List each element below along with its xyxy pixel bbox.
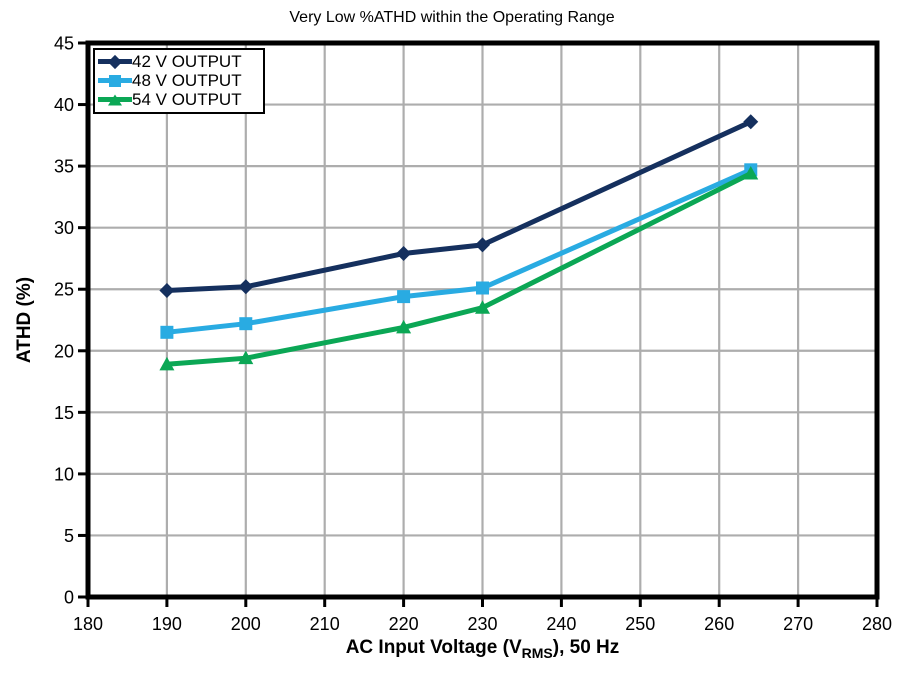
y-tick-label: 40 [54, 95, 74, 115]
diamond-data-marker [743, 114, 759, 130]
y-tick-label: 30 [54, 218, 74, 238]
x-tick-label: 210 [310, 614, 340, 634]
series-line-48-v-output [166, 167, 752, 335]
x-tick-label: 190 [152, 614, 182, 634]
x-tick-label: 200 [231, 614, 261, 634]
triangle-data-marker [743, 165, 759, 180]
x-axis-title-suffix: ), 50 Hz [552, 637, 620, 658]
y-tick-label: 10 [54, 464, 74, 484]
legend-item-42v-output: 42 V OUTPUT [98, 52, 260, 71]
square-data-marker [239, 317, 253, 331]
triangle-marker-icon [98, 92, 132, 107]
y-tick-label: 20 [54, 341, 74, 361]
y-tick-label: 0 [64, 588, 74, 608]
triangle-marker-glyph [108, 94, 122, 105]
diamond-data-marker [238, 279, 254, 295]
legend-item-54v-output: 54 V OUTPUT [98, 90, 260, 109]
diamond-marker-glyph [107, 54, 123, 69]
y-tick-label: 45 [54, 34, 74, 54]
series-line-54-v-output [166, 171, 752, 367]
y-tick-label: 5 [64, 526, 74, 546]
square-marker-icon [98, 73, 132, 88]
legend-label-54v: 54 V OUTPUT [132, 89, 242, 109]
x-tick-label: 180 [73, 614, 103, 634]
x-tick-label: 250 [625, 614, 655, 634]
legend-label-42v: 42 V OUTPUT [132, 51, 242, 71]
x-tick-label: 260 [704, 614, 734, 634]
triangle-data-marker [159, 356, 175, 371]
x-tick-label: 230 [467, 614, 497, 634]
x-axis-title-prefix: AC Input Voltage (V [345, 637, 522, 658]
diamond-data-marker [159, 282, 175, 298]
diamond-marker-icon [98, 54, 132, 69]
chart-title: Very Low %ATHD within the Operating Rang… [289, 9, 615, 26]
square-data-marker [476, 281, 489, 295]
x-tick-label: 270 [783, 614, 813, 634]
diamond-data-marker [475, 237, 490, 253]
x-tick-label: 220 [389, 614, 419, 634]
triangle-data-marker [396, 319, 412, 334]
y-axis-title: ATHD (%) [14, 276, 35, 364]
x-axis-title-subscript: RMS [521, 644, 553, 661]
plot-border [85, 40, 880, 600]
square-data-marker [397, 290, 411, 304]
square-data-marker [160, 325, 174, 339]
square-marker-glyph [109, 74, 121, 87]
x-tick-label: 240 [546, 614, 576, 634]
legend-item-48v-output: 48 V OUTPUT [98, 71, 260, 90]
legend: 42 V OUTPUT 48 V OUTPUT 54 V OUTPUT [93, 48, 265, 114]
x-axis-title: AC Input Voltage (VRMS), 50 Hz [88, 637, 877, 661]
y-tick-label: 15 [54, 403, 74, 423]
y-tick-label: 25 [54, 280, 74, 300]
legend-label-48v: 48 V OUTPUT [132, 70, 242, 90]
x-tick-label: 280 [862, 614, 892, 634]
triangle-data-marker [475, 300, 490, 314]
triangle-data-marker [238, 350, 254, 365]
diamond-data-marker [396, 246, 412, 262]
y-tick-label: 35 [54, 157, 74, 177]
